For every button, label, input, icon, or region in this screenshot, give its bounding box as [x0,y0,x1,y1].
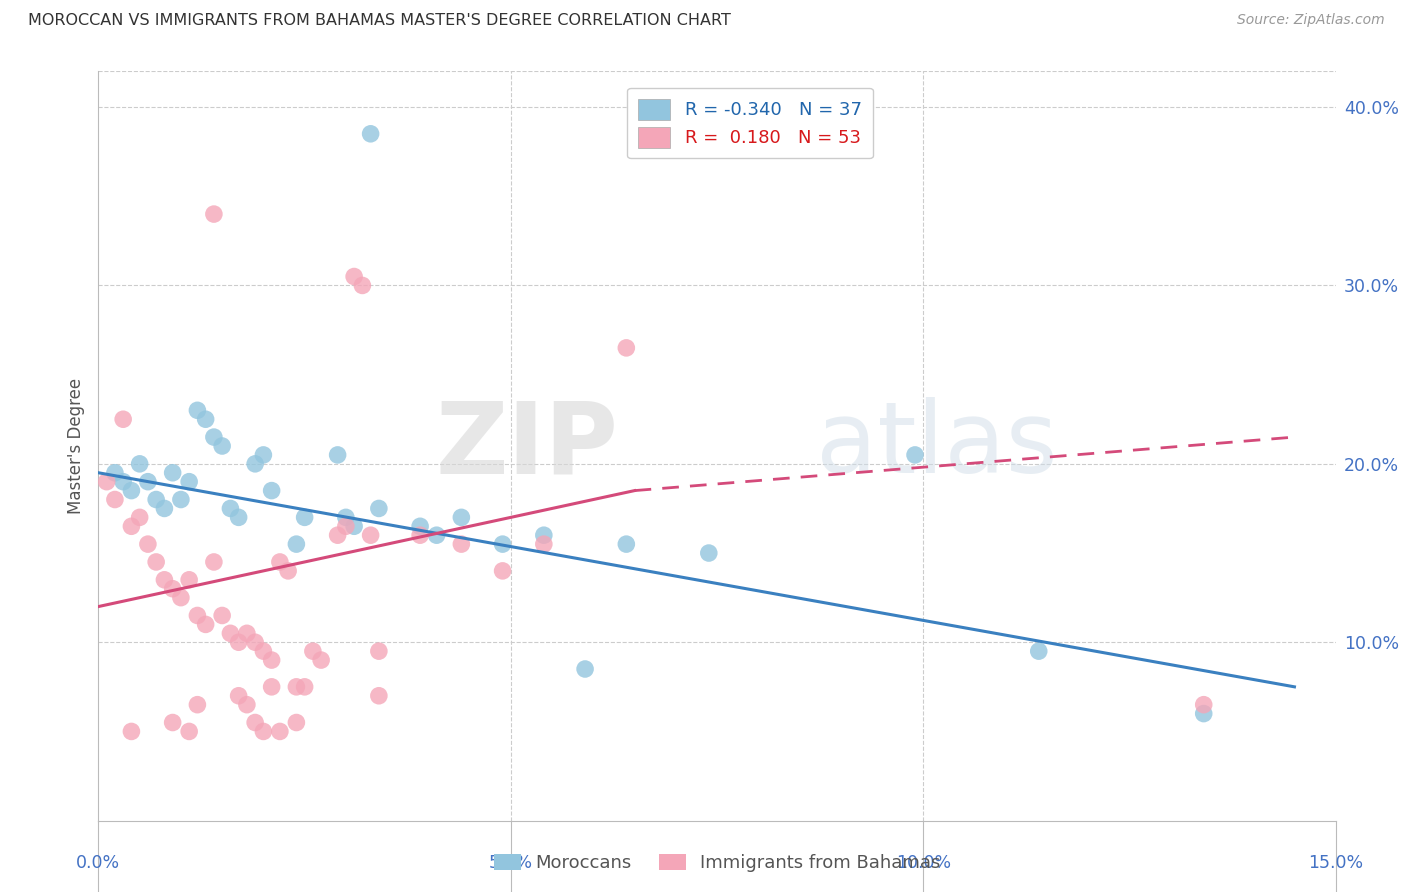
Point [128,457,150,471]
Point [202,430,225,444]
Point [326,528,349,542]
Point [904,448,927,462]
Point [450,537,472,551]
Point [367,501,389,516]
Point [211,608,233,623]
Point [228,510,250,524]
Point [450,510,472,524]
Point [335,510,357,524]
Point [128,510,150,524]
Point [112,475,135,489]
Point [367,644,389,658]
Point [491,564,513,578]
Point [153,573,176,587]
Text: 15.0%: 15.0% [1308,855,1364,872]
Point [574,662,596,676]
Point [343,269,366,284]
Point [104,492,127,507]
Point [252,644,274,658]
Point [202,207,225,221]
Point [252,724,274,739]
Point [260,680,283,694]
Point [367,689,389,703]
Point [1192,698,1215,712]
Point [252,448,274,462]
Point [219,626,242,640]
Text: atlas: atlas [815,398,1057,494]
Point [285,680,308,694]
Text: 0.0%: 0.0% [76,855,121,872]
Text: ZIP: ZIP [436,398,619,494]
Point [243,635,266,649]
Point [186,698,208,712]
Point [614,341,637,355]
Point [302,644,325,658]
Point [1028,644,1050,658]
Point [179,475,201,489]
Point [104,466,127,480]
Point [120,483,142,498]
Text: Source: ZipAtlas.com: Source: ZipAtlas.com [1237,13,1385,28]
Point [179,724,201,739]
Point [285,537,308,551]
Point [243,457,266,471]
Point [236,698,259,712]
Point [285,715,308,730]
Point [360,127,382,141]
Point [260,483,283,498]
Point [219,501,242,516]
Point [294,510,316,524]
Text: MOROCCAN VS IMMIGRANTS FROM BAHAMAS MASTER'S DEGREE CORRELATION CHART: MOROCCAN VS IMMIGRANTS FROM BAHAMAS MAST… [28,13,731,29]
Point [145,555,167,569]
Point [236,626,259,640]
Point [260,653,283,667]
Point [533,537,555,551]
Point [326,448,349,462]
Point [409,528,432,542]
Point [153,501,176,516]
Point [533,528,555,542]
Point [309,653,332,667]
Point [136,537,159,551]
Point [145,492,167,507]
Point [409,519,432,533]
Point [120,724,142,739]
Point [194,617,217,632]
Point [228,635,250,649]
Point [186,608,208,623]
Point [335,519,357,533]
Point [491,537,513,551]
Point [162,715,184,730]
Point [179,573,201,587]
Point [136,475,159,489]
Point [352,278,374,293]
Point [243,715,266,730]
Y-axis label: Master's Degree: Master's Degree [66,378,84,514]
Point [269,724,291,739]
Point [426,528,449,542]
Point [294,680,316,694]
Point [170,492,193,507]
Point [1192,706,1215,721]
Legend: Moroccans, Immigrants from Bahamas: Moroccans, Immigrants from Bahamas [486,847,948,879]
Point [112,412,135,426]
Point [343,519,366,533]
Point [186,403,208,417]
Point [162,466,184,480]
Text: 5.0%: 5.0% [489,855,533,872]
Point [211,439,233,453]
Point [614,537,637,551]
Point [120,519,142,533]
Point [162,582,184,596]
Point [697,546,720,560]
Point [96,475,118,489]
Text: 10.0%: 10.0% [896,855,950,872]
Point [277,564,299,578]
Point [170,591,193,605]
Point [360,528,382,542]
Point [202,555,225,569]
Point [269,555,291,569]
Point [194,412,217,426]
Point [228,689,250,703]
